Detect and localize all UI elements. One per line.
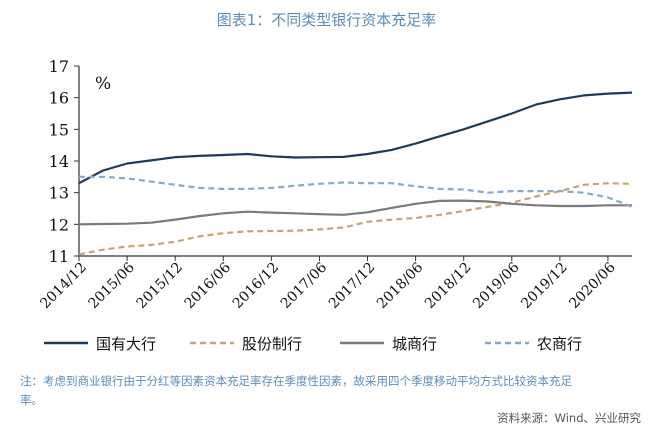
source-label: 资料来源：Wind、兴业研究: [497, 411, 641, 425]
x-tick-label: 2018/06: [374, 259, 427, 312]
x-tick-label: 2020/06: [566, 259, 619, 312]
series-line-2: [78, 182, 633, 256]
series-line-1: [78, 91, 633, 185]
y-tick-label: 16: [49, 89, 69, 108]
y-tick-label: 11: [49, 247, 69, 266]
chart-title: 图表1：不同类型银行资本充足率: [216, 11, 437, 29]
line-chart: %111213141516172014/122015/062015/122016…: [37, 57, 633, 353]
y-tick-label: 14: [49, 152, 69, 171]
x-tick-label: 2016/06: [182, 259, 235, 312]
footnote: 注：考虑到商业银行由于分红等因素资本充足率存在季度性因素，故采用四个季度移动平均…: [20, 374, 572, 407]
legend-label-3: 城商行: [392, 335, 437, 353]
x-tick-label: 2017/06: [278, 259, 331, 312]
chart-ticks: %111213141516172014/122015/062015/122016…: [37, 57, 618, 312]
x-tick-label: 2019/06: [470, 259, 523, 312]
y-tick-label: 13: [49, 184, 69, 203]
x-tick-label: 2015/06: [85, 259, 138, 312]
x-tick-label: 2018/12: [422, 260, 474, 312]
y-tick-label: 17: [49, 57, 69, 76]
legend-label-1: 国有大行: [96, 335, 156, 353]
series-line-3: [78, 199, 632, 226]
chart-legend: 国有大行 股份制行 城商行 农商行: [44, 335, 582, 353]
series-line-4: [79, 175, 633, 208]
legend-label-4: 农商行: [537, 335, 582, 353]
chart-series: [78, 91, 633, 256]
y-tick-label: 12: [49, 215, 69, 234]
y-unit-label: %: [95, 74, 111, 94]
x-tick-label: 2014/12: [37, 260, 89, 312]
y-tick-label: 15: [49, 120, 69, 139]
x-tick-label: 2015/12: [134, 260, 186, 312]
x-tick-label: 2019/12: [518, 260, 570, 312]
x-tick-label: 2016/12: [230, 260, 282, 312]
x-tick-label: 2017/12: [326, 260, 378, 312]
chart-axes: [78, 66, 632, 257]
legend-label-2: 股份制行: [242, 335, 302, 353]
